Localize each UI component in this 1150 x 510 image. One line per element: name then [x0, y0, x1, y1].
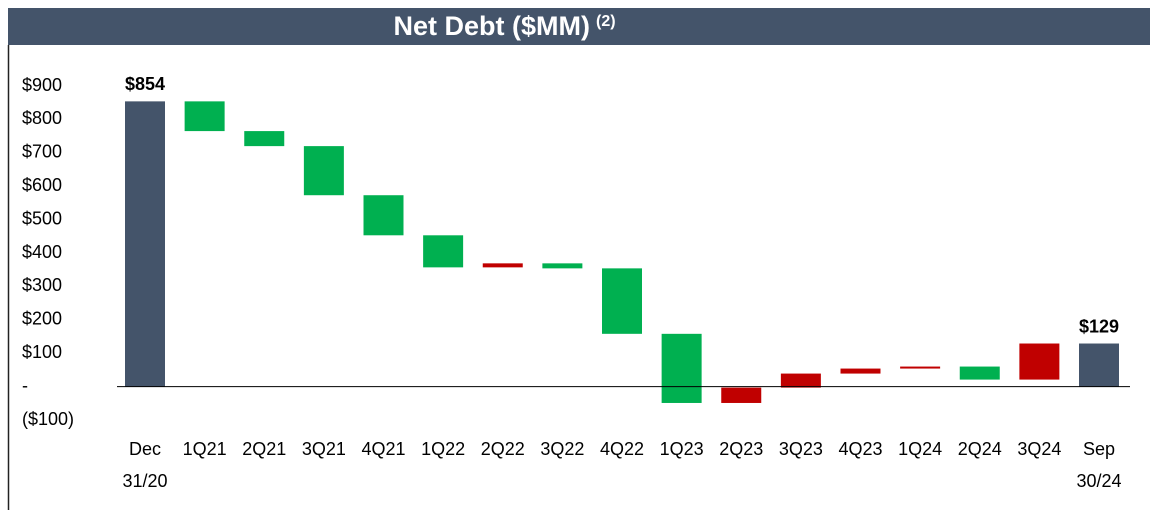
x-tick-label: 3Q24: [1017, 439, 1061, 459]
x-tick-label: 2Q24: [958, 439, 1002, 459]
x-tick-label-line: Sep: [1083, 439, 1115, 459]
bar: [542, 263, 583, 269]
bar: [363, 195, 404, 236]
x-tick-label: 1Q22: [421, 439, 465, 459]
y-tick-label: $300: [22, 275, 62, 295]
y-tick-label: $800: [22, 108, 62, 128]
bar: [423, 235, 464, 268]
bar: [1079, 343, 1119, 387]
x-tick-label: 3Q23: [779, 439, 823, 459]
x-tick-label-line: Dec: [129, 439, 161, 459]
bar: [959, 366, 1000, 380]
x-tick-label: 4Q21: [361, 439, 405, 459]
bar: [780, 373, 821, 388]
x-tick-label: 3Q22: [540, 439, 584, 459]
x-tick-label: 2Q22: [481, 439, 525, 459]
bar: [721, 387, 762, 403]
y-tick-label: $900: [22, 75, 62, 95]
y-tick-label: -: [22, 375, 28, 395]
y-tick-label: $200: [22, 309, 62, 329]
bar: [900, 366, 941, 369]
data-label: $129: [1079, 316, 1119, 336]
bar: [125, 101, 165, 387]
x-tick-label: 2Q23: [719, 439, 763, 459]
y-tick-label: $700: [22, 142, 62, 162]
header-bar: [8, 8, 1150, 45]
bar: [602, 268, 642, 334]
bar: [303, 146, 344, 196]
x-tick-label: 1Q21: [183, 439, 227, 459]
x-tick-label: 1Q24: [898, 439, 942, 459]
x-tick-label-line: 31/20: [122, 471, 167, 491]
x-tick-label: 1Q23: [660, 439, 704, 459]
x-tick-label-line: 30/24: [1076, 471, 1121, 491]
chart-title: Net Debt ($MM): [394, 11, 591, 41]
y-tick-label: $600: [22, 175, 62, 195]
bar: [244, 131, 285, 147]
bar: [482, 263, 523, 268]
x-tick-label: 4Q22: [600, 439, 644, 459]
bar: [840, 368, 881, 374]
x-tick-label: Dec 31/20: [122, 439, 167, 491]
x-tick-label: 4Q23: [838, 439, 882, 459]
bar: [661, 333, 702, 403]
x-tick-label: Sep 30/24: [1076, 439, 1121, 491]
x-tick-label: 2Q21: [242, 439, 286, 459]
title-superscript: (2): [596, 13, 616, 30]
y-tick-label: $400: [22, 242, 62, 262]
y-tick-label: $100: [22, 342, 62, 362]
data-label: $854: [125, 74, 165, 94]
bar: [184, 101, 225, 132]
bar: [1019, 343, 1060, 380]
x-tick-label: 3Q21: [302, 439, 346, 459]
y-tick-label: ($100): [22, 409, 74, 429]
y-tick-label: $500: [22, 208, 62, 228]
